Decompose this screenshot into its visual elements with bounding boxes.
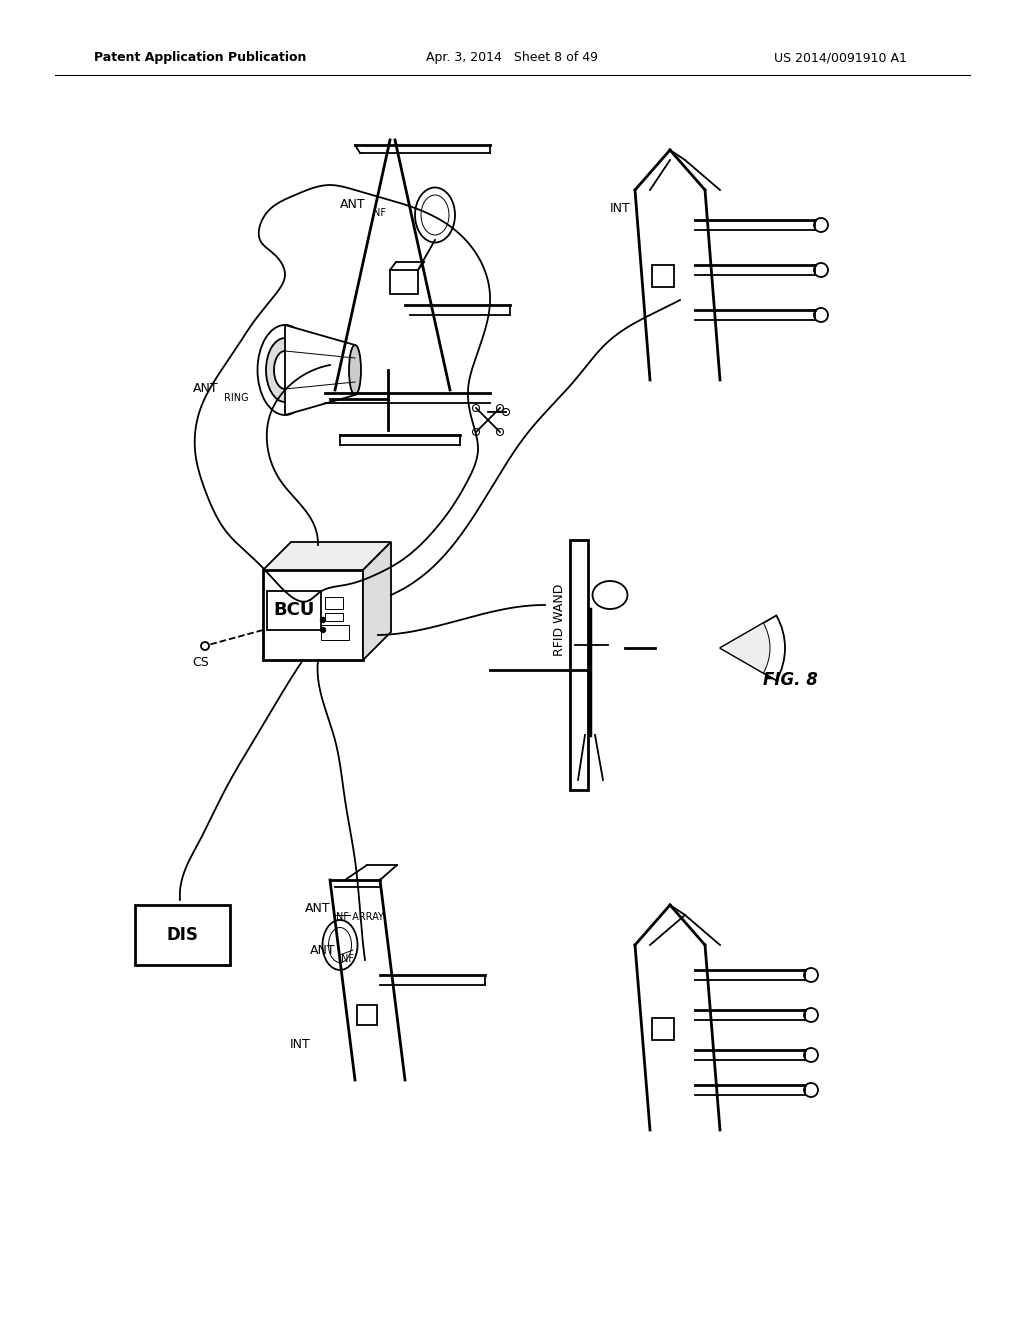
Text: RFID WAND: RFID WAND [553, 583, 566, 656]
Text: ANT: ANT [310, 944, 336, 957]
Text: DIS: DIS [166, 927, 198, 944]
Circle shape [804, 968, 818, 982]
Text: BCU: BCU [273, 601, 314, 619]
Bar [652, 1018, 674, 1040]
Circle shape [321, 627, 326, 632]
Polygon shape [362, 543, 391, 660]
Text: Apr. 3, 2014   Sheet 8 of 49: Apr. 3, 2014 Sheet 8 of 49 [426, 51, 598, 65]
Circle shape [814, 218, 828, 232]
Bar [570, 540, 588, 789]
Bar [135, 906, 230, 965]
Text: CS: CS [193, 656, 209, 668]
Bar [263, 570, 362, 660]
Ellipse shape [323, 920, 357, 970]
Text: FIG. 8: FIG. 8 [763, 671, 817, 689]
Wedge shape [720, 623, 770, 673]
Bar [325, 612, 343, 620]
Ellipse shape [349, 345, 361, 395]
Wedge shape [720, 615, 785, 681]
Ellipse shape [274, 351, 296, 389]
Bar [652, 265, 674, 286]
Text: ANT: ANT [340, 198, 366, 211]
Circle shape [814, 263, 828, 277]
Ellipse shape [415, 187, 455, 243]
Circle shape [804, 1082, 818, 1097]
Text: RING: RING [224, 393, 249, 403]
Text: ANT: ANT [193, 381, 219, 395]
Circle shape [804, 1048, 818, 1063]
Bar [357, 1005, 377, 1026]
Text: ANT: ANT [305, 902, 331, 915]
Ellipse shape [257, 325, 312, 414]
Text: Patent Application Publication: Patent Application Publication [94, 51, 306, 65]
Text: INT: INT [610, 202, 631, 214]
Text: US 2014/0091910 A1: US 2014/0091910 A1 [773, 51, 906, 65]
FancyBboxPatch shape [267, 591, 321, 630]
Circle shape [814, 308, 828, 322]
Polygon shape [285, 325, 355, 414]
Text: NF: NF [373, 209, 386, 218]
Ellipse shape [266, 338, 304, 403]
Bar [390, 271, 418, 294]
Bar [325, 597, 343, 609]
Circle shape [321, 618, 326, 623]
Text: NF ARRAY: NF ARRAY [336, 912, 384, 921]
Polygon shape [263, 543, 391, 570]
Ellipse shape [593, 581, 628, 609]
Bar [321, 624, 349, 640]
Text: INT: INT [290, 1039, 310, 1052]
Text: NF: NF [341, 954, 354, 964]
Circle shape [804, 1008, 818, 1022]
